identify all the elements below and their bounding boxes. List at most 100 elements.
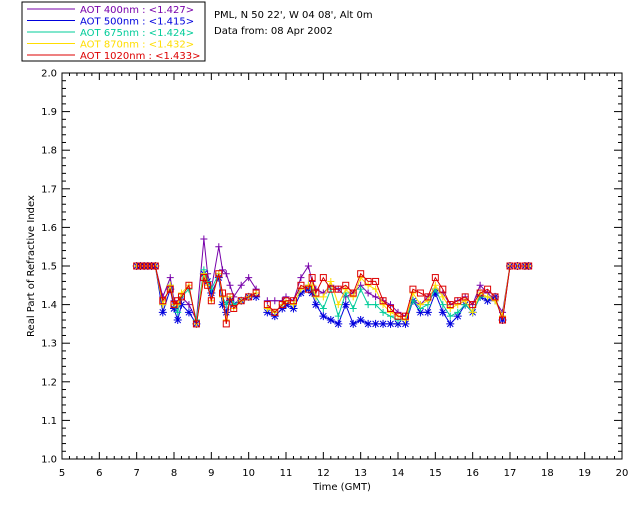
data-point-square <box>215 270 223 278</box>
data-point-plus <box>416 301 424 309</box>
x-tick-label: 19 <box>578 468 591 479</box>
data-point-plus <box>379 308 387 316</box>
data-point-plus <box>379 301 387 309</box>
data-point-square <box>230 304 238 312</box>
data-point-square <box>263 301 271 309</box>
data-point-plus <box>372 301 380 309</box>
x-tick-label: 6 <box>96 468 102 479</box>
data-point-plus <box>166 281 174 289</box>
data-point-asterisk <box>170 304 178 313</box>
y-tick-label: 1.2 <box>41 377 57 388</box>
data-point-square <box>245 293 253 301</box>
data-point-square <box>349 289 357 297</box>
data-point-square <box>297 281 305 289</box>
data-point-plus <box>174 301 182 309</box>
data-point-square <box>133 262 141 270</box>
data-point-plus <box>364 281 372 289</box>
data-point-asterisk <box>214 273 223 282</box>
data-point-plus <box>372 293 380 301</box>
data-point-square <box>222 320 230 328</box>
y-tick-label: 2.0 <box>41 69 57 80</box>
legend-entry: AOT 1020nm : <1.433> <box>80 51 200 62</box>
data-point-square <box>424 293 432 301</box>
data-point-plus <box>237 281 245 289</box>
data-point-plus <box>304 262 312 270</box>
data-point-asterisk <box>364 319 373 328</box>
data-point-square <box>521 262 529 270</box>
data-point-plus <box>252 289 260 297</box>
data-point-plus <box>289 301 297 309</box>
data-point-square <box>308 274 316 282</box>
data-point-square <box>159 297 167 305</box>
data-point-asterisk <box>394 319 402 328</box>
data-point-plus <box>364 301 372 309</box>
data-point-plus <box>159 301 167 309</box>
legend: AOT 400nm : <1.427>AOT 500nm : <1.415>AO… <box>21 1 206 62</box>
data-point-plus <box>372 285 380 293</box>
data-point-square <box>319 274 327 282</box>
data-point-square <box>151 262 159 270</box>
data-point-square <box>289 297 297 305</box>
data-point-square <box>364 277 372 285</box>
y-tick-label: 1.5 <box>41 262 57 273</box>
data-point-plus <box>200 235 208 243</box>
x-tick-label: 20 <box>616 468 629 479</box>
data-point-plus <box>271 297 279 305</box>
x-tick-label: 18 <box>541 468 554 479</box>
legend-entry: AOT 870nm : <1.432> <box>80 40 194 51</box>
data-point-square <box>237 297 245 305</box>
data-point-asterisk <box>453 312 462 321</box>
data-point-plus <box>245 274 253 282</box>
data-point-plus <box>334 312 342 320</box>
x-tick-label: 15 <box>429 468 442 479</box>
data-point-square <box>200 274 208 282</box>
data-point-plus <box>215 243 223 251</box>
data-point-asterisk <box>263 308 272 317</box>
legend-entry: AOT 675nm : <1.424> <box>80 28 194 39</box>
data-point-plus <box>226 281 234 289</box>
x-tick-label: 5 <box>59 468 65 479</box>
data-point-square <box>461 293 469 301</box>
data-point-square <box>282 297 290 305</box>
data-point-asterisk <box>319 312 328 321</box>
data-point-square <box>219 289 227 297</box>
data-point-square <box>372 277 380 285</box>
data-point-square <box>446 301 454 309</box>
data-point-plus <box>219 266 227 274</box>
data-point-asterisk <box>349 319 358 328</box>
x-tick-label: 12 <box>317 468 330 479</box>
data-point-square <box>252 289 260 297</box>
data-point-square <box>439 285 447 293</box>
data-point-asterisk <box>278 304 287 313</box>
data-point-square <box>174 297 182 305</box>
x-tick-label: 11 <box>280 468 293 479</box>
data-point-asterisk <box>326 316 335 325</box>
data-point-square <box>409 285 417 293</box>
data-point-asterisk <box>222 308 231 317</box>
data-point-plus <box>357 274 365 282</box>
data-point-asterisk <box>431 289 440 298</box>
data-point-square <box>136 262 144 270</box>
data-point-asterisk <box>282 300 290 309</box>
data-point-square <box>416 289 424 297</box>
series-line <box>136 265 257 321</box>
data-point-plus <box>387 301 395 309</box>
data-point-plus <box>439 301 447 309</box>
data-point-plus <box>349 293 357 301</box>
data-point-square <box>499 316 507 324</box>
data-point-square <box>379 297 387 305</box>
data-point-plus <box>446 312 454 320</box>
data-point-asterisk <box>334 319 343 328</box>
data-point-square <box>342 281 350 289</box>
data-point-asterisk <box>173 316 182 325</box>
data-point-square <box>327 285 335 293</box>
data-point-asterisk <box>423 308 432 317</box>
data-point-plus <box>319 293 327 301</box>
data-point-asterisk <box>438 308 447 317</box>
data-point-asterisk <box>356 316 365 325</box>
data-point-asterisk <box>184 308 193 317</box>
data-point-plus <box>461 297 469 305</box>
data-point-plus <box>327 277 335 285</box>
data-point-plus <box>439 293 447 301</box>
data-point-asterisk <box>483 296 492 305</box>
